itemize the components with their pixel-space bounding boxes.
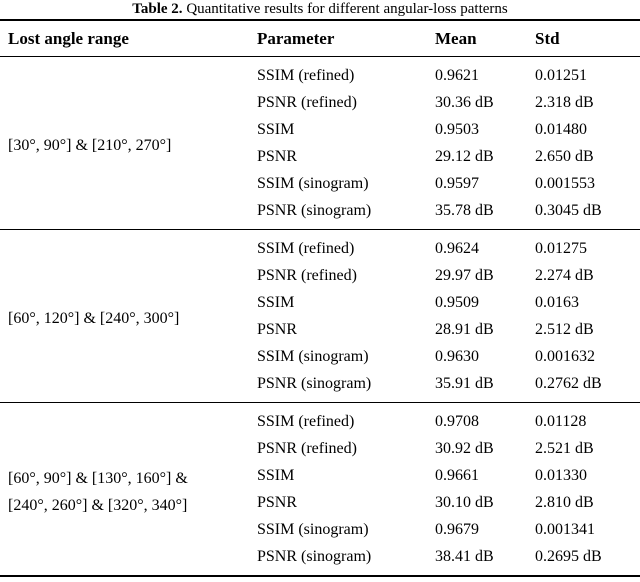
group-1: [30°, 90°] & [210°, 270°] SSIM (refined)… bbox=[0, 56, 640, 230]
param-cell: PSNR bbox=[257, 493, 298, 511]
mean-cell: 30.92 dB bbox=[435, 439, 494, 457]
table-row: [30°, 90°] & [210°, 270°] SSIM (refined)… bbox=[0, 57, 640, 155]
param-cell: PSNR (sinogram) bbox=[257, 547, 372, 565]
table-row: PSNR (refined) 30.92 dB 2.521 dB bbox=[0, 435, 640, 462]
param-cell: SSIM bbox=[257, 466, 295, 484]
std-cell: 0.3045 dB bbox=[535, 201, 602, 219]
std-cell: 0.01128 bbox=[535, 412, 587, 430]
param-cell: PSNR (sinogram) bbox=[257, 374, 372, 392]
table-row: PSNR 30.10 dB 2.810 dB bbox=[0, 489, 640, 516]
table-row: SSIM (sinogram) 0.9679 0.001341 bbox=[0, 516, 640, 543]
std-cell: 2.274 dB bbox=[535, 266, 594, 284]
table-row: PSNR 29.12 dB 2.650 dB bbox=[0, 143, 640, 170]
mean-cell: 0.9597 bbox=[435, 174, 479, 192]
angle-range-text: [60°, 120°] & [240°, 300°] bbox=[8, 310, 180, 327]
std-cell: 2.810 dB bbox=[535, 493, 594, 511]
results-table: Lost angle range Parameter Mean Std [30°… bbox=[0, 19, 640, 577]
table-row: [60°, 120°] & [240°, 300°] SSIM (refined… bbox=[0, 230, 640, 328]
std-cell: 0.2762 dB bbox=[535, 374, 602, 392]
mean-cell: 28.91 dB bbox=[435, 320, 494, 338]
table-caption: Table 2. Quantitative results for differ… bbox=[0, 0, 640, 19]
std-cell: 2.318 dB bbox=[535, 93, 594, 111]
std-cell: 0.01330 bbox=[535, 466, 587, 484]
param-cell: PSNR (sinogram) bbox=[257, 201, 372, 219]
mean-cell: 0.9708 bbox=[435, 412, 479, 430]
group-3: [60°, 90°] & [130°, 160°] & [240°, 260°]… bbox=[0, 402, 640, 577]
table-row: PSNR (sinogram) 38.41 dB 0.2695 dB bbox=[0, 543, 640, 576]
mean-cell: 35.91 dB bbox=[435, 374, 494, 392]
angle-range-cell: [30°, 90°] & [210°, 270°] bbox=[0, 57, 257, 230]
table-row: [60°, 90°] & [130°, 160°] & [240°, 260°]… bbox=[0, 403, 640, 514]
table-caption-text: Quantitative results for different angul… bbox=[186, 1, 508, 17]
param-cell: SSIM bbox=[257, 120, 295, 138]
angle-range-text-line2: [240°, 260°] & [320°, 340°] bbox=[8, 496, 188, 514]
std-cell: 2.512 dB bbox=[535, 320, 594, 338]
mean-cell: 0.9630 bbox=[435, 347, 479, 365]
mean-cell: 0.9679 bbox=[435, 520, 479, 538]
table-row: SSIM 0.9661 0.01330 bbox=[0, 462, 640, 489]
table-caption-label: Table 2. bbox=[132, 1, 183, 17]
col-header-parameter: Parameter bbox=[257, 29, 335, 48]
table-row: PSNR (sinogram) 35.78 dB 0.3045 dB bbox=[0, 197, 640, 230]
angle-range-text: [30°, 90°] & [210°, 270°] bbox=[8, 137, 172, 154]
angle-range-cell: [60°, 120°] & [240°, 300°] bbox=[0, 230, 257, 403]
param-cell: SSIM (refined) bbox=[257, 66, 355, 84]
table-row: PSNR 28.91 dB 2.512 dB bbox=[0, 316, 640, 343]
std-cell: 0.0163 bbox=[535, 293, 579, 311]
param-cell: PSNR (refined) bbox=[257, 439, 357, 457]
param-cell: PSNR (refined) bbox=[257, 266, 357, 284]
param-cell: SSIM (sinogram) bbox=[257, 520, 369, 538]
table-row: SSIM (sinogram) 0.9630 0.001632 bbox=[0, 343, 640, 370]
mean-cell: 0.9624 bbox=[435, 239, 479, 257]
col-header-mean: Mean bbox=[435, 29, 477, 48]
table-row: SSIM 0.9509 0.0163 bbox=[0, 289, 640, 316]
mean-cell: 30.36 dB bbox=[435, 93, 494, 111]
std-cell: 0.01251 bbox=[535, 66, 587, 84]
mean-cell: 29.12 dB bbox=[435, 147, 494, 165]
table-header: Lost angle range Parameter Mean Std bbox=[0, 20, 640, 57]
mean-cell: 35.78 dB bbox=[435, 201, 494, 219]
param-cell: PSNR bbox=[257, 147, 298, 165]
table-row: PSNR (sinogram) 35.91 dB 0.2762 dB bbox=[0, 370, 640, 403]
header-row: Lost angle range Parameter Mean Std bbox=[0, 20, 640, 57]
col-header-std: Std bbox=[535, 29, 560, 48]
mean-cell: 0.9509 bbox=[435, 293, 479, 311]
param-cell: SSIM (sinogram) bbox=[257, 174, 369, 192]
std-cell: 0.01275 bbox=[535, 239, 587, 257]
mean-cell: 29.97 dB bbox=[435, 266, 494, 284]
std-cell: 0.2695 dB bbox=[535, 547, 602, 565]
table-row: SSIM 0.9503 0.01480 bbox=[0, 116, 640, 143]
param-cell: SSIM (sinogram) bbox=[257, 347, 369, 365]
table-row: SSIM (sinogram) 0.9597 0.001553 bbox=[0, 170, 640, 197]
std-cell: 0.001553 bbox=[535, 174, 595, 192]
param-cell: PSNR (refined) bbox=[257, 93, 357, 111]
mean-cell: 0.9621 bbox=[435, 66, 479, 84]
param-cell: SSIM bbox=[257, 293, 295, 311]
mean-cell: 30.10 dB bbox=[435, 493, 494, 511]
std-cell: 0.001632 bbox=[535, 347, 595, 365]
std-cell: 0.001341 bbox=[535, 520, 595, 538]
std-cell: 2.521 dB bbox=[535, 439, 594, 457]
param-cell: SSIM (refined) bbox=[257, 412, 355, 430]
std-cell: 0.01480 bbox=[535, 120, 587, 138]
mean-cell: 0.9503 bbox=[435, 120, 479, 138]
mean-cell: 38.41 dB bbox=[435, 547, 494, 565]
angle-range-cell: [60°, 90°] & [130°, 160°] & [240°, 260°]… bbox=[0, 403, 257, 577]
angle-range-text-line1: [60°, 90°] & [130°, 160°] & bbox=[8, 469, 188, 487]
std-cell: 2.650 dB bbox=[535, 147, 594, 165]
param-cell: PSNR bbox=[257, 320, 298, 338]
table-row: PSNR (refined) 29.97 dB 2.274 dB bbox=[0, 262, 640, 289]
table-row: PSNR (refined) 30.36 dB 2.318 dB bbox=[0, 89, 640, 116]
param-cell: SSIM (refined) bbox=[257, 239, 355, 257]
group-2: [60°, 120°] & [240°, 300°] SSIM (refined… bbox=[0, 229, 640, 403]
mean-cell: 0.9661 bbox=[435, 466, 479, 484]
col-header-lost-angle-range: Lost angle range bbox=[8, 29, 129, 48]
